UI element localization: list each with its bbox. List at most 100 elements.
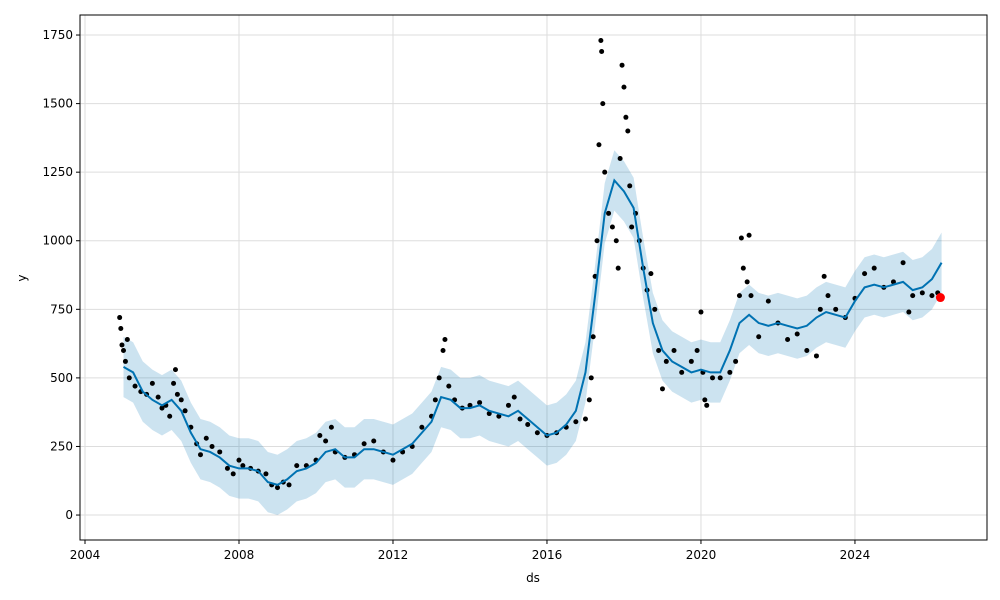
observed-point [155,394,161,400]
plot-frame [79,14,988,541]
observed-point [432,397,438,403]
observed-point [656,347,662,353]
observed-point [209,443,215,449]
observed-point [371,438,377,444]
observed-point [442,336,448,342]
x-tick-label: 2012 [378,548,409,562]
observed-point [596,142,602,148]
observed-point [671,347,677,353]
observed-point [825,293,831,299]
observed-point [178,397,184,403]
observed-point [446,383,452,389]
y-tick-label: 1250 [42,165,73,179]
observed-point [286,482,292,488]
observed-point [203,435,209,441]
observed-point [126,375,132,381]
observed-point [159,405,165,411]
observed-point [821,273,827,279]
observed-point [890,279,896,285]
observed-point [900,260,906,266]
observed-point [619,62,625,68]
observed-point [149,380,155,386]
observed-point [733,358,739,364]
observed-point [505,402,511,408]
observed-point [756,334,762,340]
observed-point [623,114,629,120]
observed-point [615,265,621,271]
observed-point [748,293,754,299]
observed-point [736,293,742,299]
observed-point [609,224,615,230]
highlight-point [935,293,945,303]
observed-point [910,293,916,299]
y-tick-label: 1750 [42,28,73,42]
observed-point [862,271,868,277]
y-axis-label: y [15,274,29,281]
observed-point [118,326,124,332]
observed-point [361,441,367,447]
observed-point [765,298,771,304]
observed-point [124,336,130,342]
observed-point [746,232,752,238]
y-tick-label: 0 [65,508,73,522]
observed-point [534,430,540,436]
forecast-line [123,178,943,486]
observed-point [702,397,708,403]
observed-point [517,416,523,422]
observed-point [197,452,203,458]
observed-point [122,358,128,364]
observed-point [573,419,579,425]
observed-point [172,367,178,373]
y-tick-label: 250 [50,439,73,453]
observed-point [590,334,596,340]
observed-point [496,413,502,419]
observed-point [217,449,223,455]
observed-point [171,380,177,386]
observed-point [525,422,531,428]
observed-point [600,101,606,107]
uncertainty-band [123,150,942,516]
observed-point [740,265,746,271]
observed-point [132,383,138,389]
x-tick-label: 2008 [224,548,255,562]
observed-point [617,155,623,161]
observed-point [598,38,604,44]
observed-point [621,84,627,90]
y-tick-label: 1500 [42,97,73,111]
observed-point [727,369,733,375]
observed-point [119,342,125,348]
observed-point [785,336,791,342]
observed-point [906,309,912,315]
observed-point [121,347,127,353]
observed-point [606,210,612,216]
observed-point [167,413,173,419]
observed-point [511,394,517,400]
observed-point [652,306,658,312]
x-tick-label: 2004 [70,548,101,562]
observed-point [224,465,230,471]
observed-point [804,347,810,353]
observed-point [648,271,654,277]
observed-point [174,391,180,397]
x-tick-label: 2016 [532,548,563,562]
observed-point [230,471,236,477]
observed-point [436,375,442,381]
observed-point [871,265,877,271]
observed-point [263,471,269,477]
y-tick-label: 750 [50,302,73,316]
observed-point [813,353,819,359]
observed-point [817,306,823,312]
x-axis-label: ds [526,571,540,585]
observed-point [629,224,635,230]
observed-point [440,347,446,353]
observed-point [659,386,665,392]
observed-point [744,279,750,285]
observed-point [929,293,935,299]
observed-point [717,375,723,381]
observed-point [688,358,694,364]
observed-point [274,485,280,491]
observed-point [317,432,323,438]
observed-point [328,424,334,430]
observed-point [663,358,669,364]
observed-point [599,48,605,54]
